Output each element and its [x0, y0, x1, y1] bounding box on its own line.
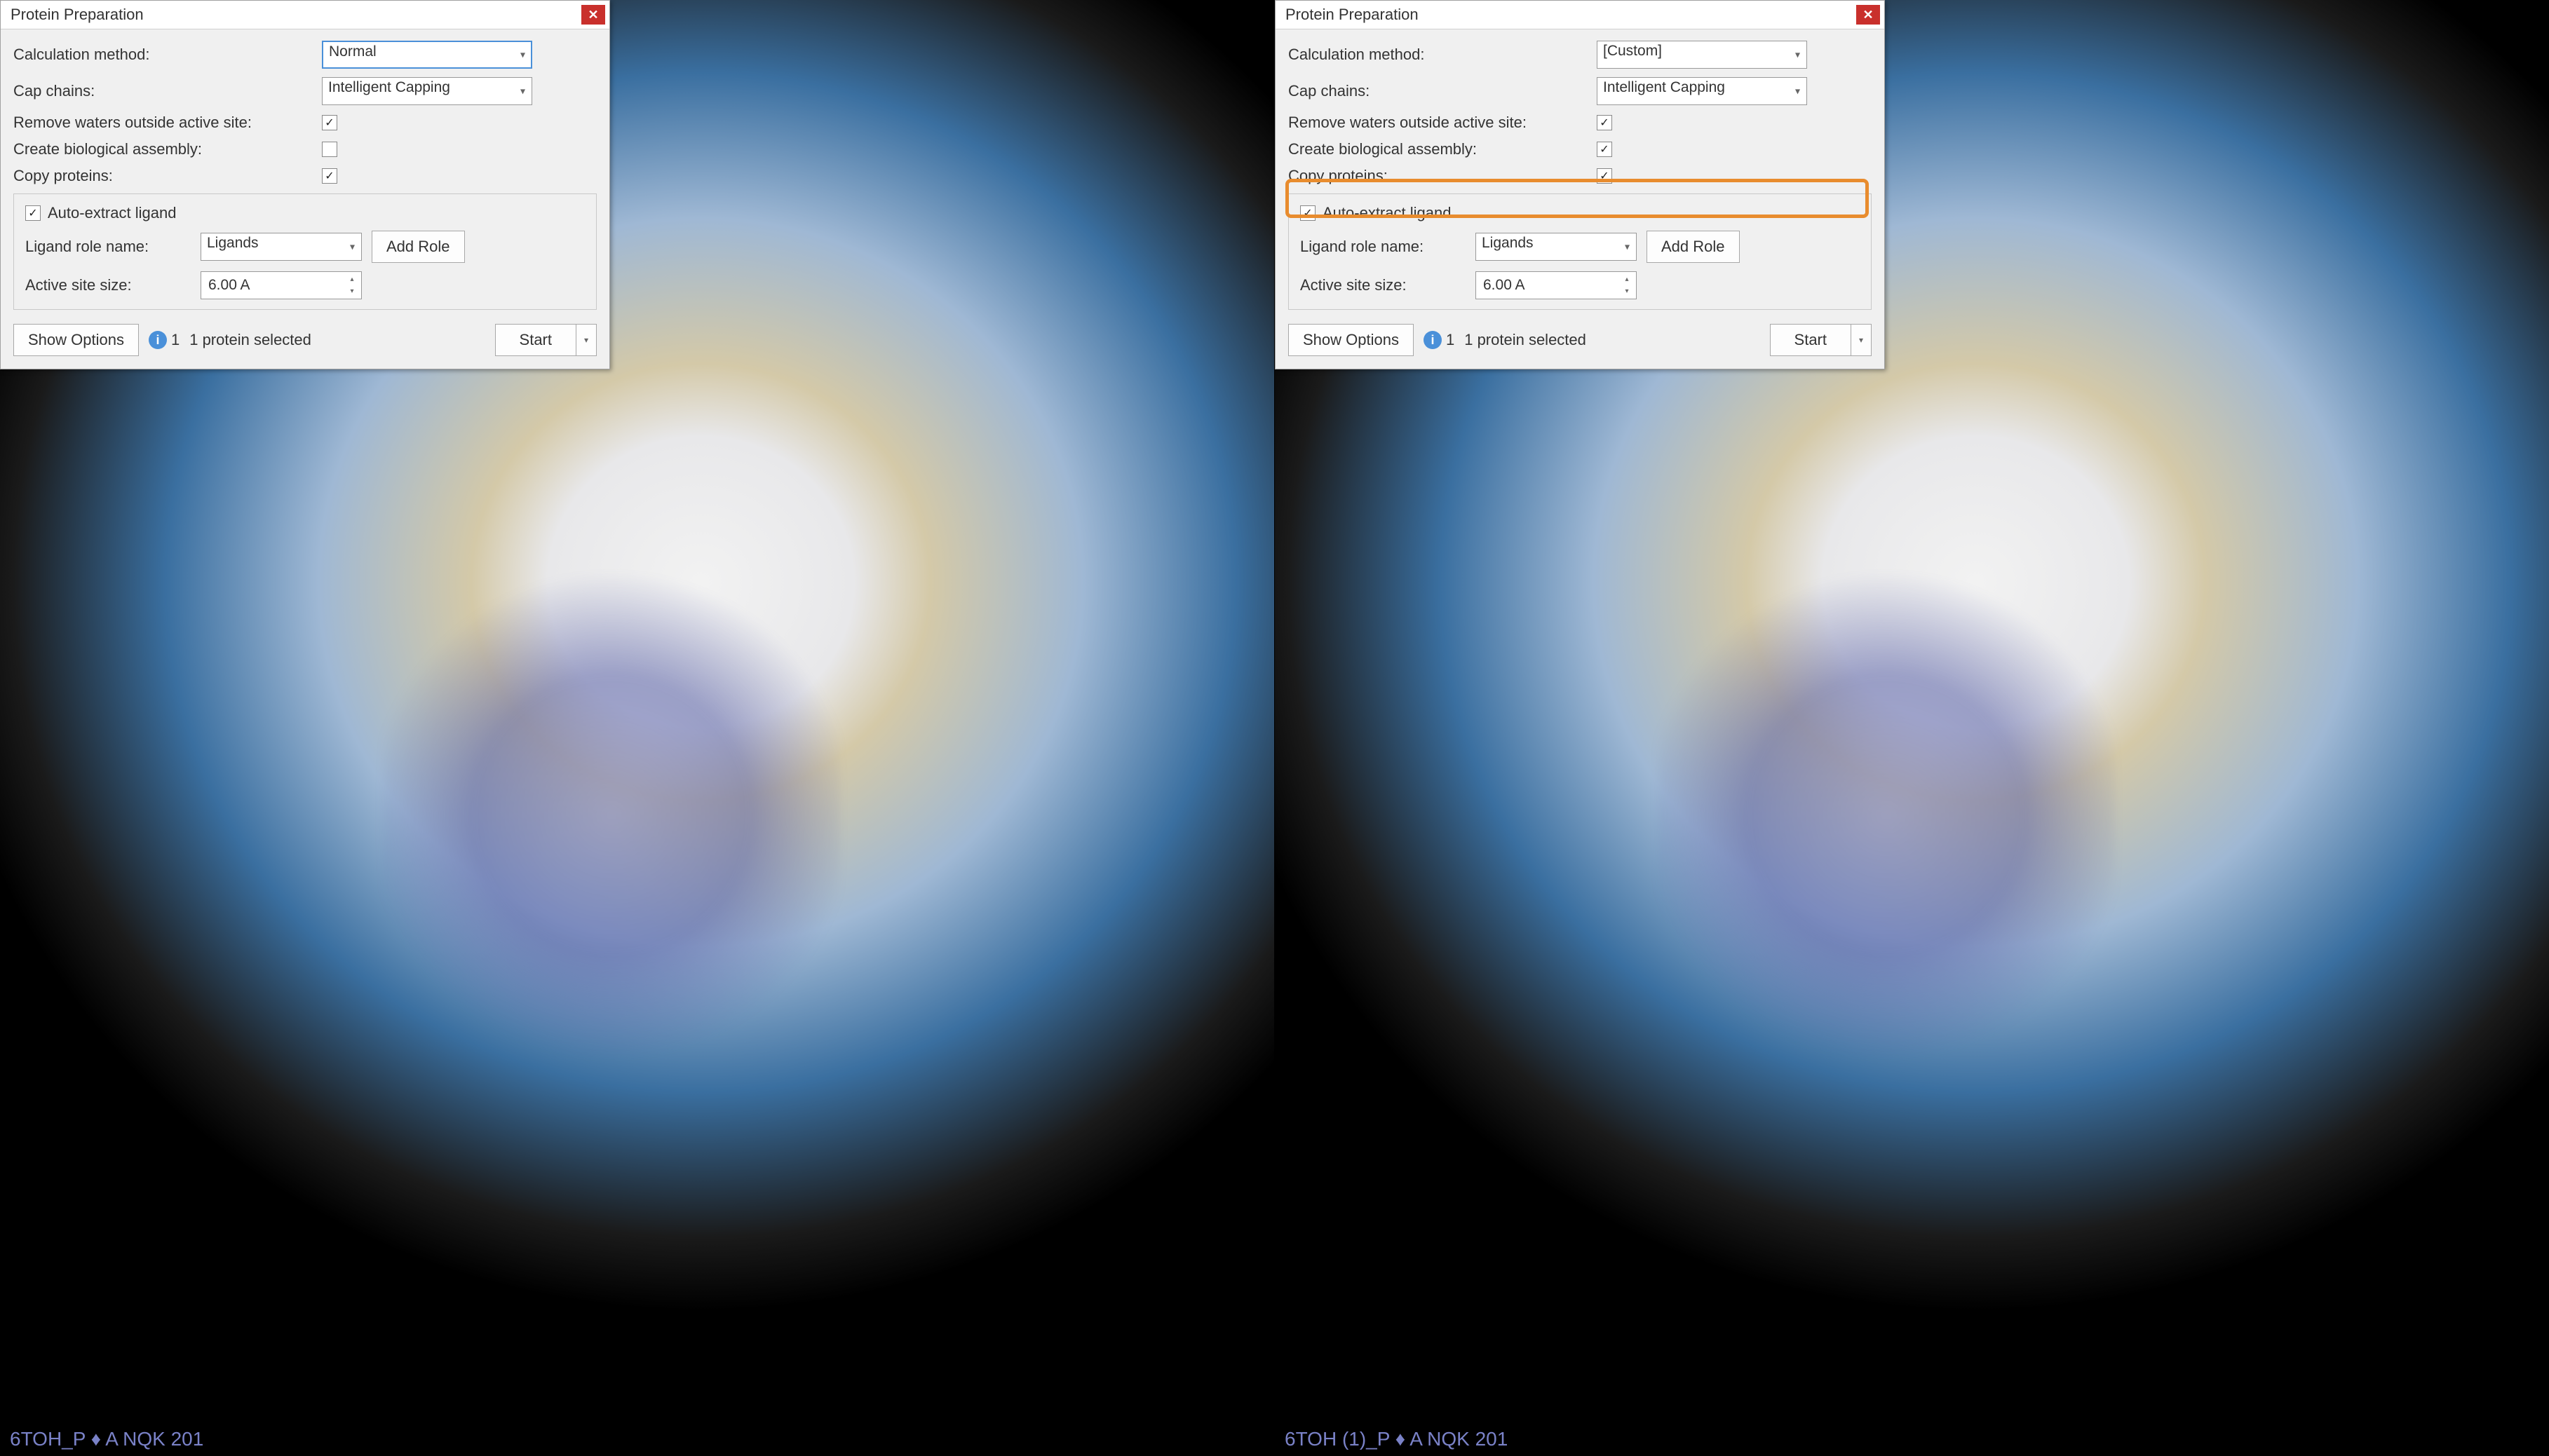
- ligand-role-label: Ligand role name:: [25, 238, 201, 256]
- spin-up-icon[interactable]: ▴: [344, 273, 360, 285]
- auto-extract-label: Auto-extract ligand: [1323, 204, 1451, 222]
- viewport-label: 6TOH (1)_P ♦ A NQK 201: [1285, 1428, 1508, 1450]
- start-button[interactable]: Start: [1770, 324, 1851, 356]
- start-dropdown-icon[interactable]: ▾: [1851, 324, 1872, 356]
- status-count: 1: [1446, 331, 1454, 349]
- dialog-body: Calculation method: [Custom] Cap chains:…: [1276, 29, 1884, 369]
- row-copy-proteins: Copy proteins: ✓: [1288, 167, 1872, 185]
- show-options-button[interactable]: Show Options: [1288, 324, 1414, 356]
- remove-waters-checkbox[interactable]: ✓: [322, 115, 337, 130]
- dialog-title: Protein Preparation: [1285, 6, 1419, 24]
- row-bio-assembly: Create biological assembly:: [13, 140, 597, 158]
- remove-waters-label: Remove waters outside active site:: [1288, 114, 1597, 132]
- auto-extract-label: Auto-extract ligand: [48, 204, 176, 222]
- cap-chains-label: Cap chains:: [1288, 82, 1597, 100]
- dialog-footer: Show Options i 1 1 protein selected Star…: [1288, 324, 1872, 356]
- auto-extract-checkbox[interactable]: ✓: [1300, 205, 1316, 221]
- calc-method-combo[interactable]: [Custom]: [1597, 41, 1807, 69]
- spin-up-icon[interactable]: ▴: [1619, 273, 1635, 285]
- row-auto-extract: ✓ Auto-extract ligand: [1300, 204, 1860, 222]
- info-icon: i: [149, 331, 167, 349]
- status-area: i 1: [149, 331, 180, 349]
- viewport-label: 6TOH_P ♦ A NQK 201: [10, 1428, 203, 1450]
- row-bio-assembly: Create biological assembly: ✓: [1288, 140, 1872, 158]
- row-remove-waters: Remove waters outside active site: ✓: [13, 114, 597, 132]
- right-panel: 6TOH (1)_P ♦ A NQK 201 Protein Preparati…: [1275, 0, 2549, 1456]
- spin-down-icon[interactable]: ▾: [1619, 285, 1635, 297]
- row-cap-chains: Cap chains: Intelligent Capping: [1288, 77, 1872, 105]
- dialog-titlebar[interactable]: Protein Preparation ✕: [1276, 1, 1884, 29]
- row-cap-chains: Cap chains: Intelligent Capping: [13, 77, 597, 105]
- left-panel: 6TOH_P ♦ A NQK 201 Protein Preparation ✕…: [0, 0, 1274, 1456]
- ligand-options-group: ✓ Auto-extract ligand Ligand role name: …: [13, 193, 597, 310]
- cap-chains-label: Cap chains:: [13, 82, 322, 100]
- active-site-value: 6.00 A: [208, 277, 250, 294]
- row-active-site: Active site size: 6.00 A ▴▾: [25, 271, 585, 299]
- dialog-body: Calculation method: Normal Cap chains: I…: [1, 29, 609, 369]
- copy-proteins-label: Copy proteins:: [1288, 167, 1597, 185]
- remove-waters-checkbox[interactable]: ✓: [1597, 115, 1612, 130]
- show-options-button[interactable]: Show Options: [13, 324, 139, 356]
- bio-assembly-checkbox[interactable]: ✓: [1597, 142, 1612, 157]
- status-text: 1 protein selected: [1464, 331, 1586, 349]
- row-calc-method: Calculation method: [Custom]: [1288, 41, 1872, 69]
- status-area: i 1: [1424, 331, 1454, 349]
- close-icon[interactable]: ✕: [581, 5, 605, 25]
- status-text: 1 protein selected: [189, 331, 311, 349]
- ligand-role-combo[interactable]: Ligands: [1475, 233, 1637, 261]
- active-site-label: Active site size:: [25, 276, 201, 294]
- row-ligand-role: Ligand role name: Ligands Add Role: [25, 231, 585, 263]
- row-ligand-role: Ligand role name: Ligands Add Role: [1300, 231, 1860, 263]
- row-calc-method: Calculation method: Normal: [13, 41, 597, 69]
- calc-method-label: Calculation method:: [1288, 46, 1597, 64]
- bio-assembly-label: Create biological assembly:: [13, 140, 322, 158]
- start-button-group: Start ▾: [495, 324, 597, 356]
- add-role-button[interactable]: Add Role: [372, 231, 465, 263]
- ligand-role-combo[interactable]: Ligands: [201, 233, 362, 261]
- bio-assembly-label: Create biological assembly:: [1288, 140, 1597, 158]
- dialog-title: Protein Preparation: [11, 6, 144, 24]
- copy-proteins-checkbox[interactable]: ✓: [1597, 168, 1612, 184]
- cap-chains-combo[interactable]: Intelligent Capping: [322, 77, 532, 105]
- info-icon: i: [1424, 331, 1442, 349]
- cap-chains-combo[interactable]: Intelligent Capping: [1597, 77, 1807, 105]
- start-dropdown-icon[interactable]: ▾: [576, 324, 597, 356]
- calc-method-label: Calculation method:: [13, 46, 322, 64]
- active-site-label: Active site size:: [1300, 276, 1475, 294]
- remove-waters-label: Remove waters outside active site:: [13, 114, 322, 132]
- row-remove-waters: Remove waters outside active site: ✓: [1288, 114, 1872, 132]
- active-site-spinner[interactable]: 6.00 A ▴▾: [1475, 271, 1637, 299]
- calc-method-combo[interactable]: Normal: [322, 41, 532, 69]
- active-site-value: 6.00 A: [1483, 277, 1525, 294]
- active-site-spinner[interactable]: 6.00 A ▴▾: [201, 271, 362, 299]
- auto-extract-checkbox[interactable]: ✓: [25, 205, 41, 221]
- row-copy-proteins: Copy proteins: ✓: [13, 167, 597, 185]
- spin-down-icon[interactable]: ▾: [344, 285, 360, 297]
- status-count: 1: [171, 331, 180, 349]
- row-active-site: Active site size: 6.00 A ▴▾: [1300, 271, 1860, 299]
- close-icon[interactable]: ✕: [1856, 5, 1880, 25]
- ligand-role-label: Ligand role name:: [1300, 238, 1475, 256]
- ligand-options-group: ✓ Auto-extract ligand Ligand role name: …: [1288, 193, 1872, 310]
- bio-assembly-checkbox[interactable]: [322, 142, 337, 157]
- start-button[interactable]: Start: [495, 324, 576, 356]
- protein-prep-dialog-left: Protein Preparation ✕ Calculation method…: [0, 0, 610, 369]
- protein-prep-dialog-right: Protein Preparation ✕ Calculation method…: [1275, 0, 1885, 369]
- dialog-titlebar[interactable]: Protein Preparation ✕: [1, 1, 609, 29]
- dialog-footer: Show Options i 1 1 protein selected Star…: [13, 324, 597, 356]
- row-auto-extract: ✓ Auto-extract ligand: [25, 204, 585, 222]
- copy-proteins-checkbox[interactable]: ✓: [322, 168, 337, 184]
- copy-proteins-label: Copy proteins:: [13, 167, 322, 185]
- add-role-button[interactable]: Add Role: [1647, 231, 1740, 263]
- start-button-group: Start ▾: [1770, 324, 1872, 356]
